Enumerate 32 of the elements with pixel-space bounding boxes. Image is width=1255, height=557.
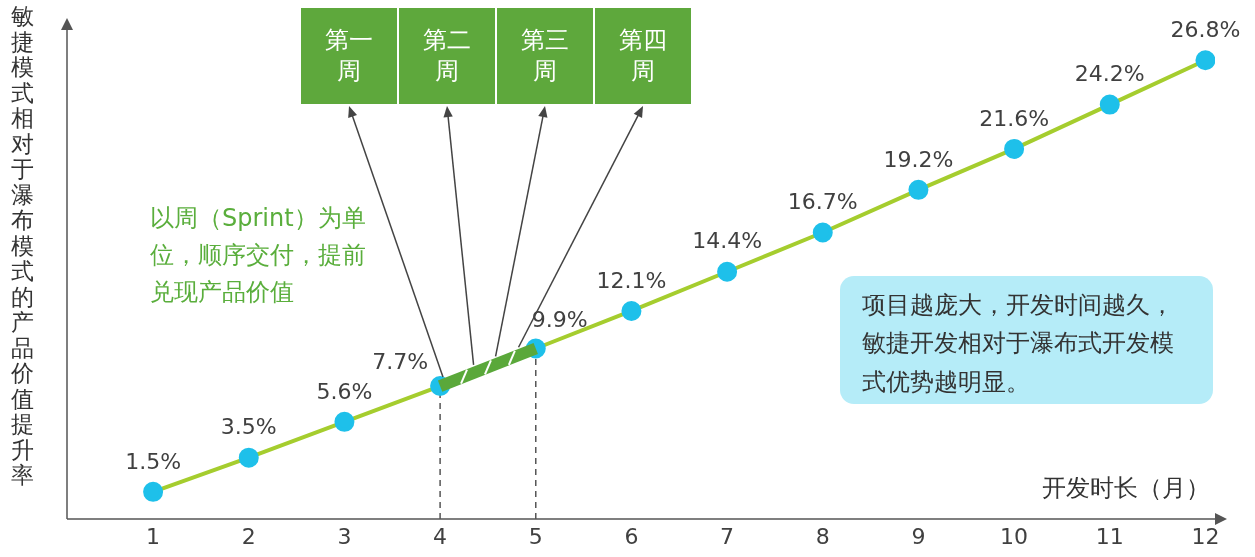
x-tick-label: 3: [337, 523, 352, 549]
x-tick-label: 6: [624, 523, 639, 549]
data-label: 5.6%: [316, 378, 373, 404]
x-tick-label: 4: [433, 523, 448, 549]
data-label: 19.2%: [883, 146, 954, 172]
x-tick-label: 8: [815, 523, 830, 549]
data-label: 26.8%: [1170, 16, 1241, 42]
data-label: 21.6%: [979, 105, 1050, 131]
annotation: 第四周: [595, 8, 691, 104]
x-tick-label: 2: [241, 523, 256, 549]
annotation: 以周（Sprint）为单位，顺序交付，提前兑现产品价值: [150, 203, 367, 309]
data-label: 1.5%: [125, 448, 182, 474]
x-tick-label: 12: [1191, 523, 1220, 549]
x-tick-label: 10: [1000, 523, 1029, 549]
x-tick-label: 9: [911, 523, 926, 549]
data-label: 9.9%: [531, 307, 588, 333]
x-tick-label: 5: [528, 523, 543, 549]
data-label: 16.7%: [787, 189, 858, 215]
annotation: 第一周: [301, 8, 397, 104]
x-tick-label: 11: [1095, 523, 1124, 549]
x-tick-label: 7: [720, 523, 735, 549]
data-label: 24.2%: [1074, 61, 1145, 87]
data-label: 7.7%: [372, 348, 429, 374]
data-label: 3.5%: [220, 414, 277, 440]
text: 敏捷模式相对于瀑布模式的产品价值提升率: [10, 3, 34, 488]
data-label: 12.1%: [596, 267, 667, 293]
data-label: 14.4%: [692, 228, 763, 254]
annotation: 第三周: [497, 8, 593, 104]
annotation: 第二周: [399, 8, 495, 104]
annotation: 项目越庞大，开发时间越久，敏捷开发相对于瀑布式开发模式优势越明显。: [840, 276, 1213, 404]
x-tick-label: 1: [146, 523, 161, 549]
x-axis-title: 开发时长（月）: [1042, 473, 1210, 504]
